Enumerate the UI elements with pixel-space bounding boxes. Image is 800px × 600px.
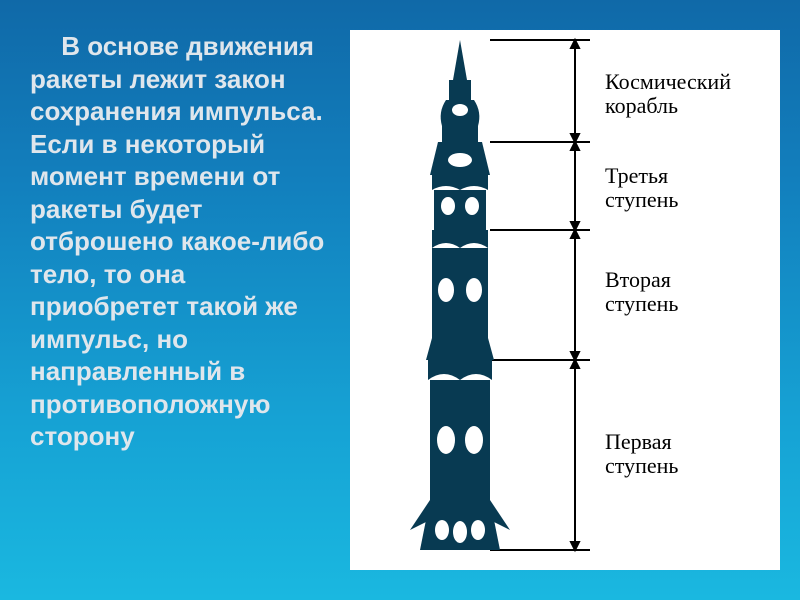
label-line: Космический <box>605 70 731 94</box>
rocket-diagram: Космический корабль Третья ступень Втора… <box>350 30 780 570</box>
dimension-brackets <box>490 40 590 550</box>
label-line: Вторая <box>605 268 678 292</box>
label-stage3: Третья ступень <box>605 164 678 212</box>
diagram-panel: Космический корабль Третья ступень Втора… <box>350 30 780 570</box>
label-line: ступень <box>605 454 678 478</box>
label-line: ступень <box>605 188 678 212</box>
label-spacecraft: Космический корабль <box>605 70 731 118</box>
label-line: ступень <box>605 292 678 316</box>
left-column: В основе движения ракеты лежит закон сох… <box>30 30 350 570</box>
explanation-text: В основе движения ракеты лежит закон сох… <box>30 30 330 453</box>
rocket-body <box>410 40 510 550</box>
label-stage2: Вторая ступень <box>605 268 678 316</box>
slide-content: В основе движения ракеты лежит закон сох… <box>0 0 800 600</box>
label-line: Третья <box>605 164 678 188</box>
label-stage1: Первая ступень <box>605 430 678 478</box>
label-line: Первая <box>605 430 678 454</box>
label-line: корабль <box>605 94 731 118</box>
